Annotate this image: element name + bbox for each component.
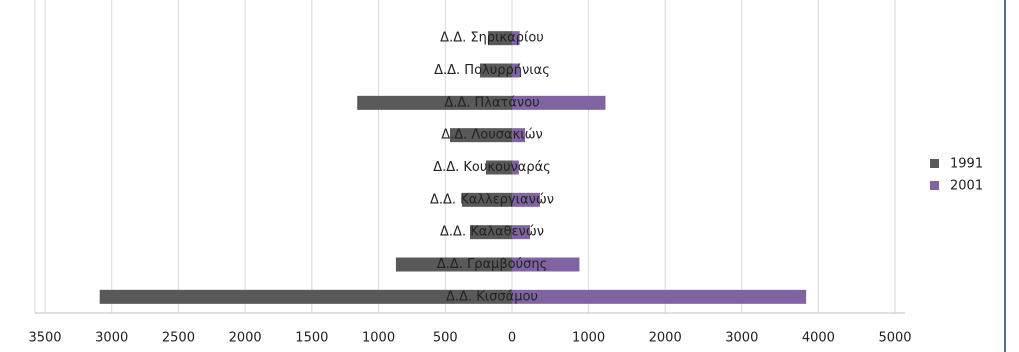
x2-tick-label: 4000 [802, 331, 835, 346]
bar [469, 225, 512, 240]
x-tick-label: 3000 [95, 331, 128, 346]
category-label: Δ.Δ. Σηρικαρίου [440, 31, 544, 46]
bar [512, 225, 531, 240]
x2-tick-label: 1000 [572, 331, 605, 346]
x-tick-label: 2500 [162, 331, 195, 346]
bar [512, 63, 520, 78]
bar [512, 128, 526, 143]
bar [512, 289, 807, 304]
category-label: Δ.Δ. Λουσακιών [441, 128, 543, 143]
bar [512, 192, 540, 207]
x-tick-label: 1500 [295, 331, 328, 346]
bar [512, 31, 520, 46]
category-label: Δ.Δ. Καλλεργιανών [430, 192, 554, 207]
category-label: Δ.Δ. Γραμβούσης [437, 257, 547, 272]
bar [487, 31, 512, 46]
x-tick-label: 3500 [28, 331, 61, 346]
legend-swatch [930, 159, 939, 168]
category-label: Δ.Δ. Κισσάμου [446, 289, 538, 304]
category-label: Δ.Δ. Καλαθενών [440, 225, 544, 240]
x2-tick-label: 2000 [649, 331, 682, 346]
bar [479, 63, 512, 78]
bar [461, 192, 512, 207]
x-tick-label: 500 [433, 331, 458, 346]
legend-label: 1991 [950, 157, 983, 172]
bar [485, 160, 512, 175]
x2-tick-label: 3000 [725, 331, 758, 346]
bar [449, 128, 512, 143]
bar [512, 95, 606, 110]
legend-swatch [930, 181, 939, 190]
legend-label: 2001 [950, 179, 983, 194]
category-label: Δ.Δ. Πλατάνου [444, 95, 539, 110]
category-label: Δ.Δ. Κουκουναράς [433, 160, 551, 175]
bar [512, 160, 519, 175]
x-tick-label: 0 [508, 331, 516, 346]
bar [99, 289, 512, 304]
bar [357, 95, 512, 110]
x2-tick-label: 5000 [878, 331, 911, 346]
x-tick-label: 2000 [229, 331, 262, 346]
bar [395, 257, 512, 272]
category-label: Δ.Δ. Πολυρρήνιας [434, 63, 550, 78]
bar [512, 257, 580, 272]
x-tick-label: 1000 [362, 331, 395, 346]
